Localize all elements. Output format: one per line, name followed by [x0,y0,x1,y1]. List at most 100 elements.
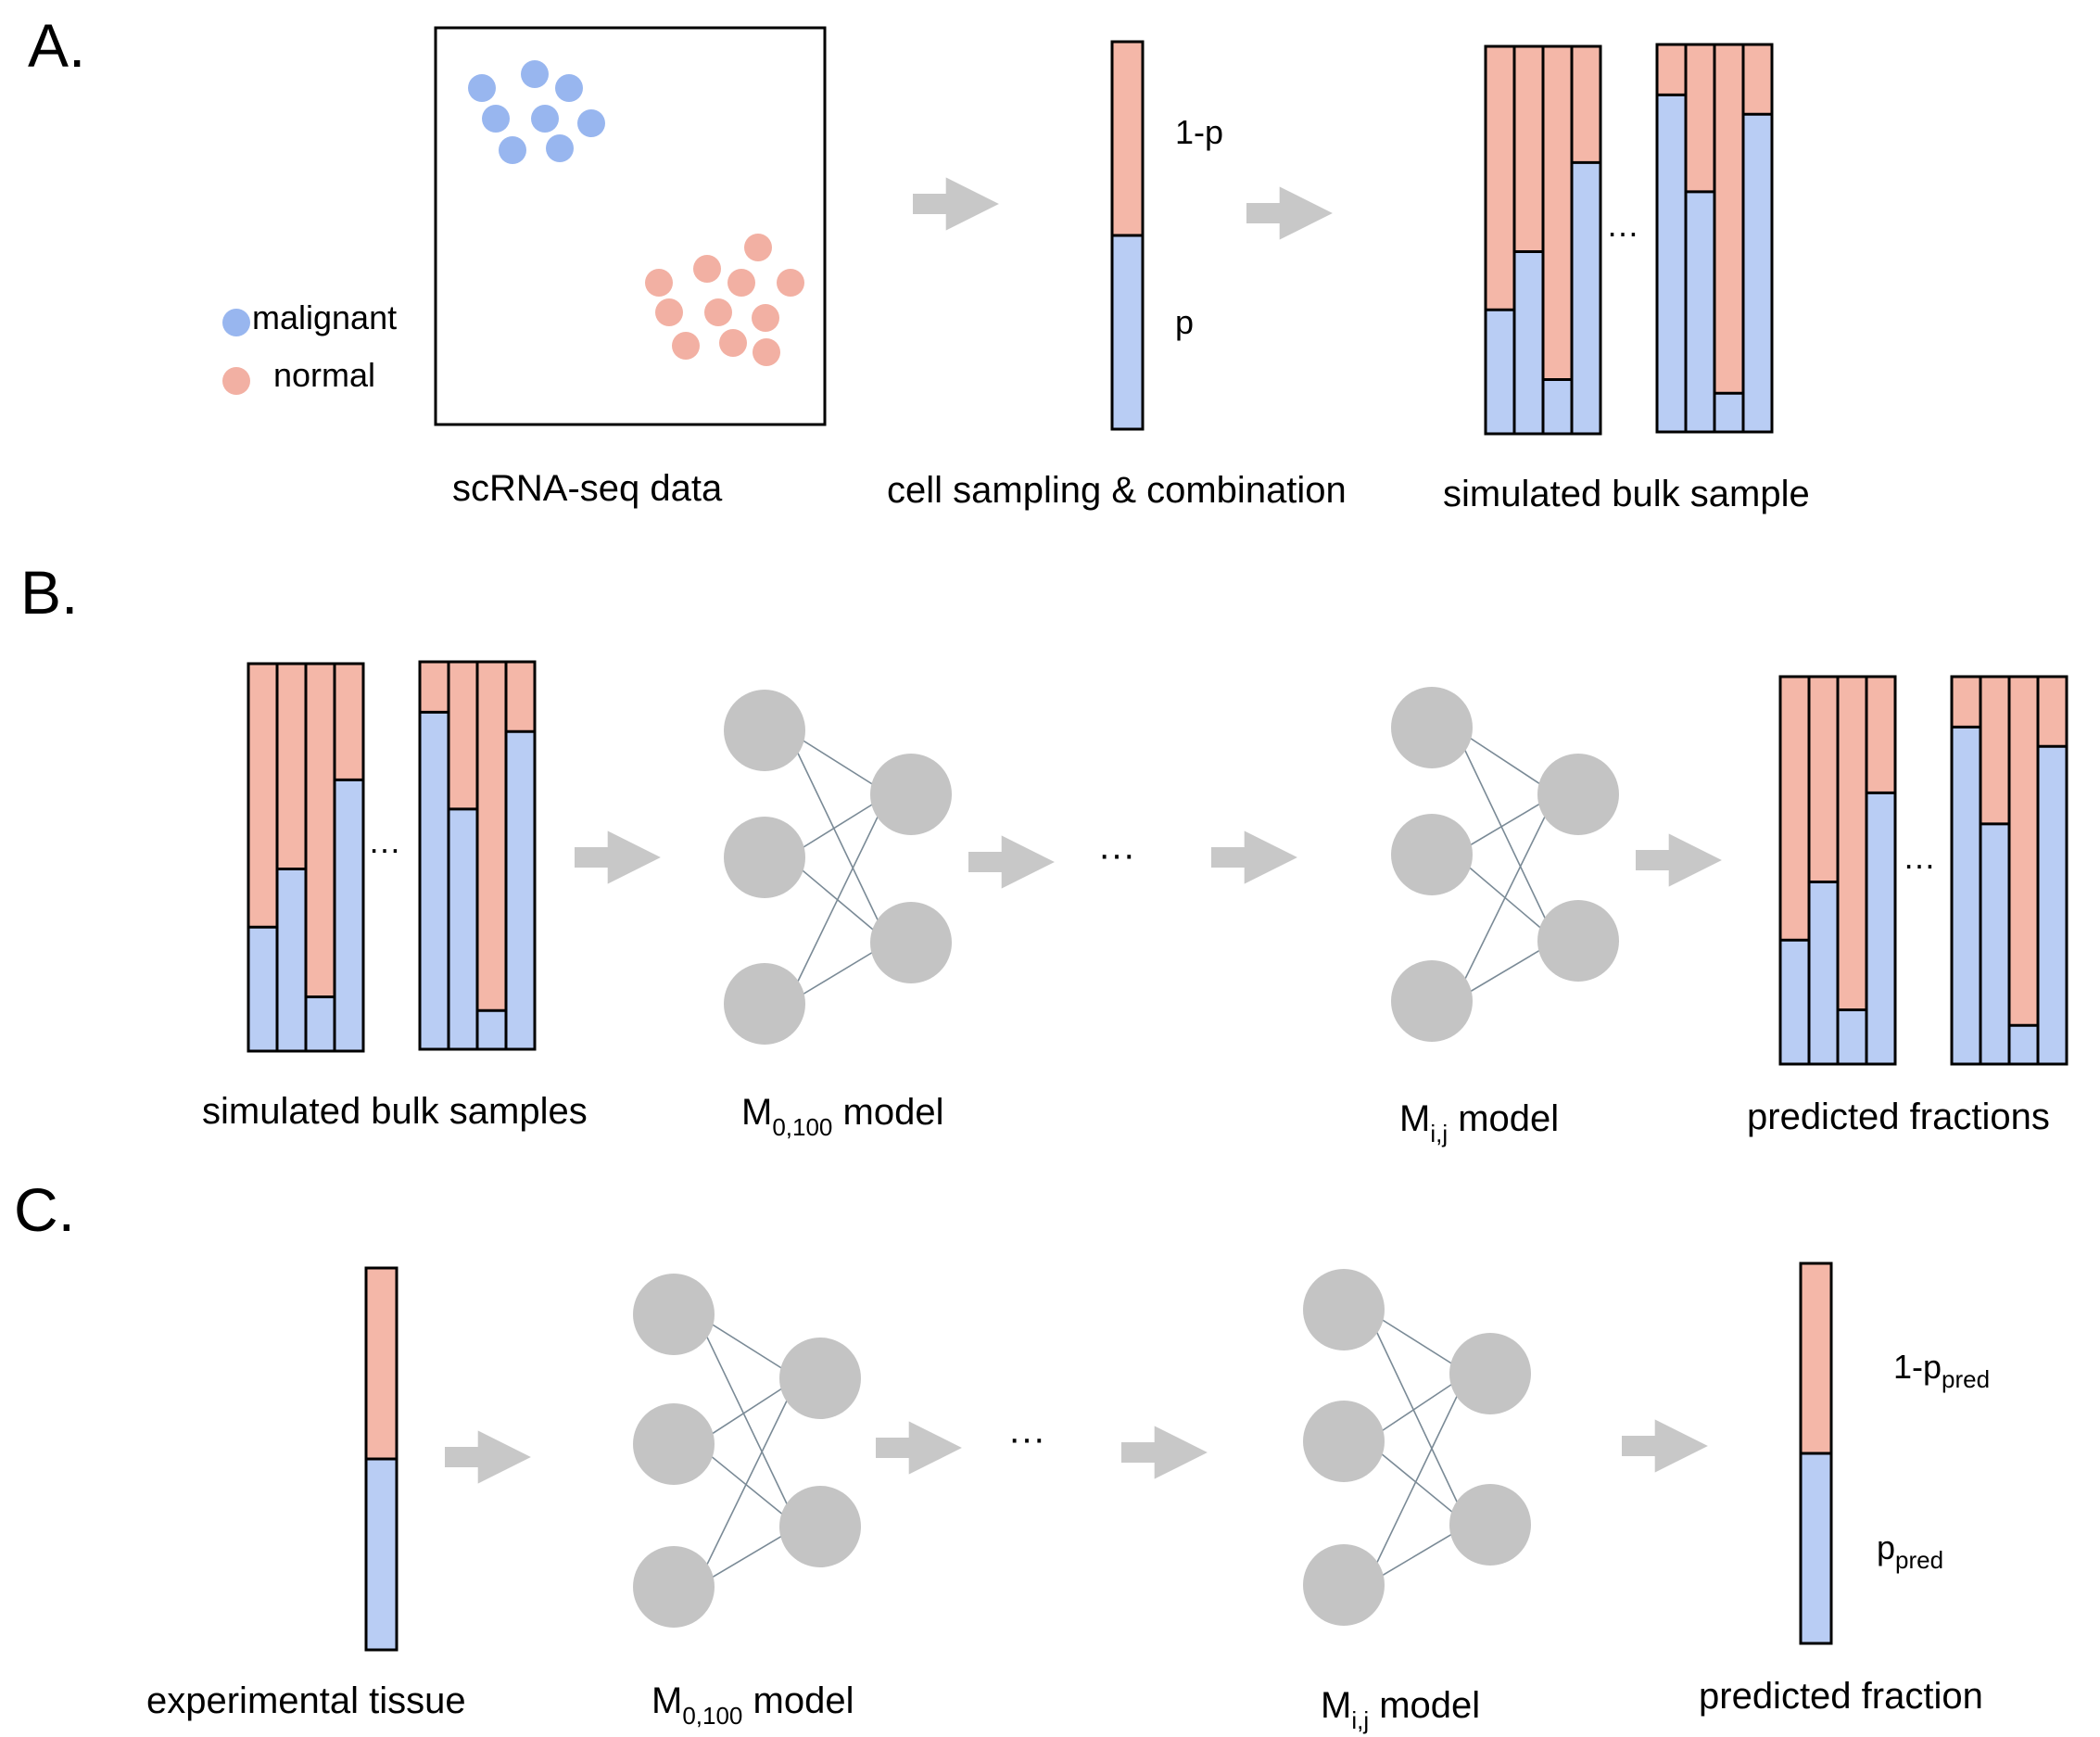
bulk-sample-bar [1655,43,1688,434]
nn-edge [1453,727,1557,795]
malignant-fraction-segment [366,1459,397,1650]
nn-edge [695,1313,799,1528]
malignant-cell-dot [468,74,496,102]
bulk-sample-bar [475,660,508,1051]
panel-b-label: B. [20,558,78,627]
normal-fraction-segment [449,662,477,809]
normal-fraction-segment [1543,46,1572,380]
nn-edge [1365,1309,1469,1526]
nn-edge [786,793,890,1005]
sampling-bar [1110,40,1145,431]
normal-fraction-segment [1486,46,1514,311]
normal-cell-dot [727,269,755,297]
nn-output-node [870,902,952,983]
bulk-sample-bar [333,662,365,1053]
nn-output-node [1537,754,1619,835]
panel-a-label: A. [28,11,85,80]
malignant-fraction-segment [1657,95,1686,432]
bulk-sample-bar [1865,675,1897,1066]
model-i-j-caption: Mi,j model [1399,1098,1559,1147]
legend-normal-dot [222,367,250,395]
nn-input-node [1303,1401,1385,1482]
normal-fraction-segment [477,662,506,1011]
malignant-cluster [468,60,605,164]
normal-fraction-segment [277,664,306,869]
bulk-sample-bar [1570,44,1602,436]
normal-fraction-segment [2038,677,2067,747]
malignant-cell-dot [577,109,605,137]
bulk-sample-bar [247,662,279,1053]
legend-normal-label: normal [273,356,375,394]
malignant-fraction-segment [248,927,277,1051]
bulk-sample-bar [1541,44,1574,436]
bulk-sample-bar [2036,675,2068,1066]
bulk-sample-bar [275,662,308,1053]
p-label: p [1175,303,1194,341]
bulk-sample-bar [1807,675,1840,1066]
normal-fraction-segment [1838,677,1866,1010]
bulk-sample-bar [1684,43,1716,434]
malignant-cell-dot [499,136,526,164]
one-minus-ppred-label: 1-ppred [1893,1348,1990,1393]
normal-cell-dot [645,269,673,297]
normal-fraction-segment [1952,677,1980,728]
chain-dots-c: ··· [1008,1418,1045,1459]
normal-fraction-segment [1686,44,1714,192]
malignant-fraction-segment [1780,940,1809,1064]
malignant-fraction-segment [506,731,535,1049]
malignant-cell-dot [521,60,549,88]
normal-cell-dot [655,298,683,326]
panel-c-label: C. [14,1175,75,1244]
malignant-fraction-segment [1838,1009,1866,1064]
nn-input-node [1391,687,1473,768]
pred-stacked-bar [1799,1262,1833,1645]
bulk-sample-bar [1778,675,1811,1066]
malignant-fraction-segment [1743,114,1772,433]
malignant-fraction-segment [1686,191,1714,432]
normal-fraction-segment [335,664,363,780]
malignant-fraction-segment [1543,379,1572,434]
ppred-label: ppred [1877,1528,1943,1574]
malignant-fraction-segment [1952,727,1980,1064]
normal-fraction-segment [366,1268,397,1459]
tissue-bar [364,1266,398,1652]
panel-a: A. malignant normal scRNA-seq data 1-p p… [28,11,1810,514]
bulk-group-left [1484,44,1602,436]
bulk-sample-bar [1741,43,1774,434]
normal-fraction-segment [248,664,277,928]
nn-output-node [870,754,952,835]
model-0-100-caption-c: M0,100 model [652,1680,854,1730]
bulk-caption: simulated bulk sample [1443,474,1810,514]
nn-input-node [1391,814,1473,895]
normal-fraction-segment [1714,44,1743,394]
nn-edge [1365,1373,1469,1442]
nn-edge [786,729,890,944]
pred-fraction-caption: predicted fraction [1699,1676,1983,1717]
bulk-sample-bar [447,660,479,1051]
scrna-caption: scRNA-seq data [452,468,723,509]
normal-fraction-segment [420,662,449,713]
sim-bulk-group-right [418,660,537,1051]
normal-cluster [645,234,804,366]
normal-fraction-segment [1801,1263,1831,1453]
tissue-caption: experimental tissue [146,1680,466,1721]
normal-fraction-segment [1980,677,2009,824]
malignant-fraction-segment [277,868,306,1051]
nn-input-node [1303,1269,1385,1350]
normal-fraction-segment [1780,677,1809,941]
nn-input-node [633,1403,715,1485]
nn-input-node [724,690,805,771]
bulk-ellipsis: … [1606,206,1639,244]
malignant-cell-dot [482,105,510,133]
normal-cell-dot [704,298,732,326]
nn-output-node [1449,1484,1531,1566]
malignant-fraction-segment [1980,823,2009,1064]
malignant-cell-dot [555,74,583,102]
nn-output-node [779,1486,861,1567]
bulk-sample-bar [1713,43,1745,434]
bulk-sample-bar [504,660,537,1051]
pred-bar [1799,1262,1833,1645]
nn-edge [695,1377,799,1445]
nn-input-node [724,817,805,898]
